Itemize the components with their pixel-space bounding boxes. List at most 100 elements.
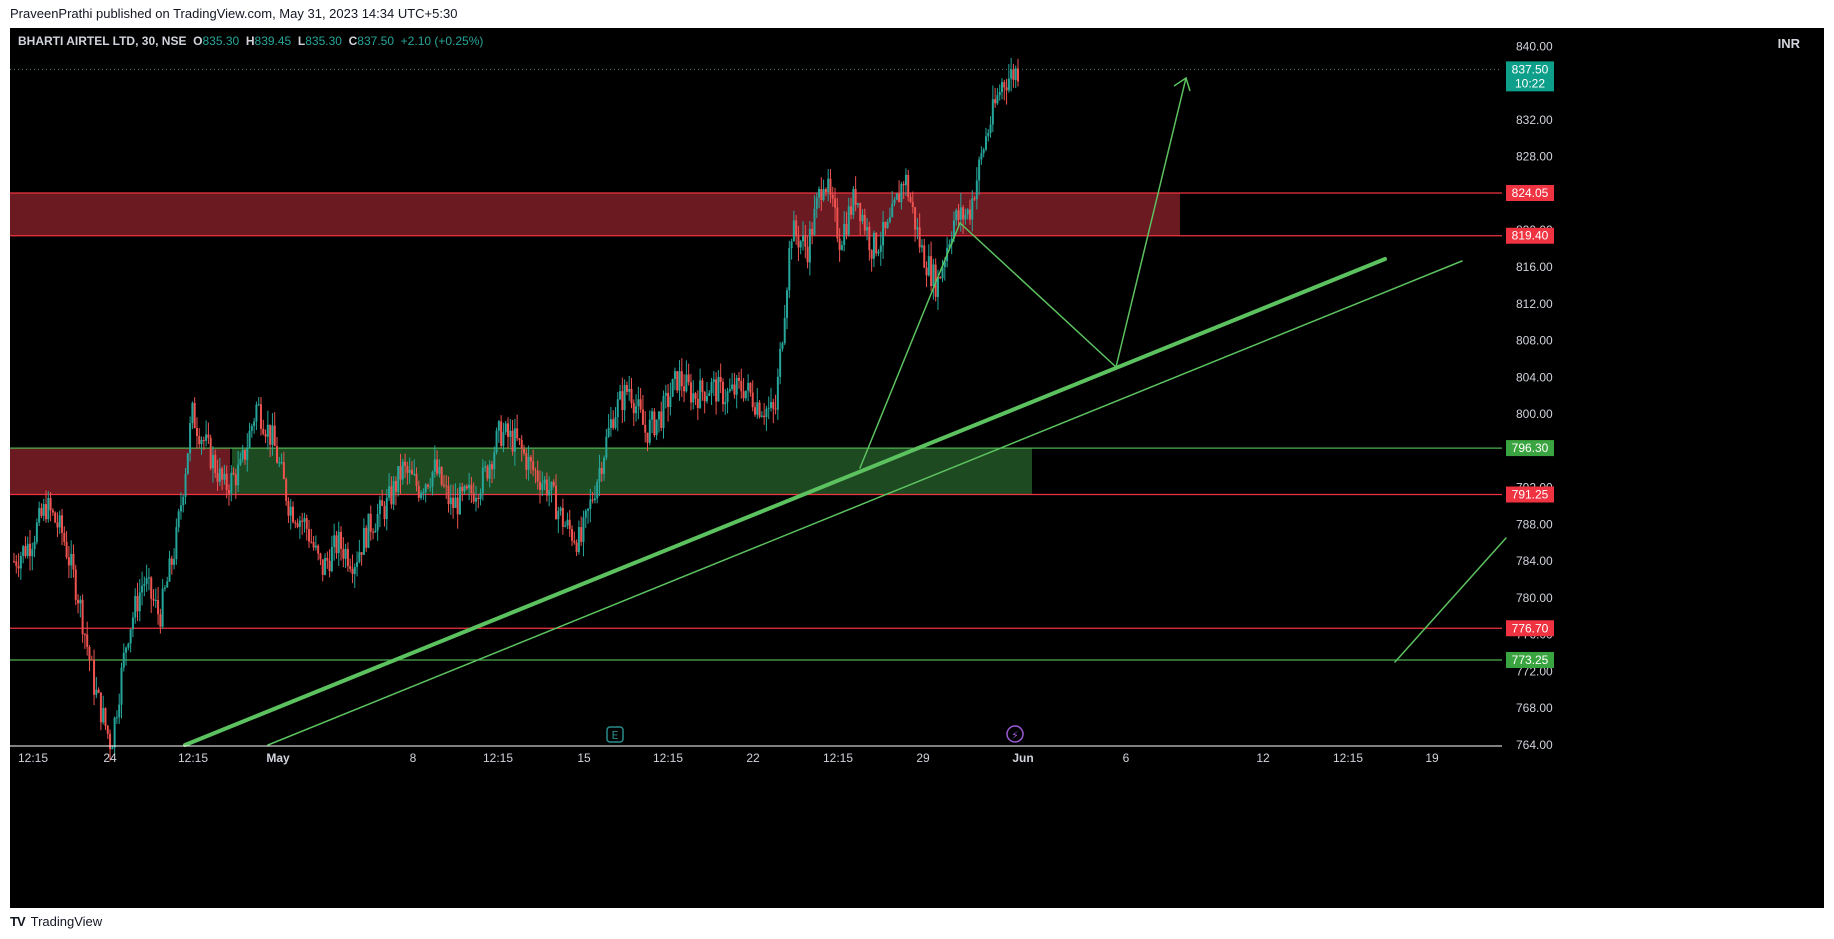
candle-body — [95, 689, 98, 695]
candle-body — [122, 652, 125, 668]
candle-body — [630, 388, 633, 404]
candle-body — [726, 391, 729, 402]
candle-body — [582, 517, 585, 542]
candle-body — [603, 457, 606, 474]
candle-body — [651, 411, 654, 420]
candle-body — [1014, 68, 1017, 80]
candle-body — [360, 552, 363, 555]
candle-body — [211, 454, 214, 469]
candle-body — [218, 468, 221, 482]
candle-body — [90, 659, 93, 661]
candle-body — [458, 486, 461, 515]
candle-body — [410, 469, 413, 475]
candle-body — [136, 595, 139, 612]
candle-body — [744, 390, 747, 399]
candle-body — [904, 174, 907, 186]
candle-body — [38, 508, 41, 523]
candle-body — [433, 459, 436, 472]
candle-body — [202, 439, 205, 441]
candle-body — [230, 472, 233, 494]
price-tag-label: 791.25 — [1512, 488, 1549, 502]
y-tick-label: 840.00 — [1516, 39, 1553, 53]
candle-body — [415, 473, 418, 486]
candle-body — [381, 500, 384, 506]
candle-body — [786, 290, 789, 318]
candle-body — [335, 535, 338, 554]
candle-body — [134, 595, 137, 618]
candle-body — [189, 423, 192, 454]
candle-body — [488, 464, 491, 479]
candle-body — [838, 238, 841, 250]
candle-body — [42, 504, 45, 516]
candle-body — [895, 193, 898, 200]
candle-body — [772, 402, 775, 409]
candle-body — [388, 486, 391, 498]
candle-body — [973, 198, 976, 200]
candle-body — [106, 725, 109, 734]
candle-body — [669, 396, 672, 407]
candle-body — [120, 667, 123, 705]
candle-body — [493, 452, 496, 470]
legend-open-label: O — [193, 34, 203, 48]
candle-body — [523, 449, 526, 454]
price-tag-label: 796.30 — [1512, 441, 1549, 455]
candle-body — [767, 407, 770, 409]
x-tick-label: 22 — [746, 751, 760, 765]
candle-body — [406, 466, 409, 473]
candle-body — [22, 546, 25, 556]
candle-body — [868, 226, 871, 251]
candle-body — [996, 95, 999, 104]
candle-body — [1017, 68, 1019, 82]
candle-body — [72, 553, 75, 570]
candle-body — [740, 380, 743, 392]
candle-body — [708, 393, 711, 396]
candle-body — [385, 497, 388, 520]
candle-body — [214, 454, 217, 474]
y-tick-label: 788.00 — [1516, 517, 1553, 531]
candle-body — [984, 136, 987, 150]
candle-body — [751, 392, 754, 408]
candle-body — [330, 547, 333, 572]
y-tick-label: 800.00 — [1516, 407, 1553, 421]
price-chart[interactable]: 764.00768.00772.00776.00780.00784.00788.… — [10, 28, 1824, 908]
candle-body — [356, 562, 359, 567]
candle-body — [367, 513, 370, 548]
candle-body — [646, 432, 649, 443]
candle-body — [596, 481, 599, 499]
earnings-badge — [606, 726, 624, 743]
candle-body — [760, 415, 763, 417]
candle-body — [968, 209, 971, 220]
candle-body — [77, 599, 80, 604]
candle-body — [962, 207, 965, 220]
candle-body — [639, 399, 642, 410]
candle-body — [452, 497, 455, 508]
candle-body — [392, 480, 395, 505]
candle-body — [232, 472, 235, 475]
candle-body — [280, 462, 283, 464]
candle-body — [557, 511, 560, 520]
candle-body — [792, 220, 795, 242]
candle-body — [166, 581, 169, 588]
candle-body — [163, 587, 166, 589]
candle-body — [506, 423, 509, 437]
candle-body — [676, 371, 679, 391]
candle-body — [971, 198, 974, 220]
candle-body — [65, 541, 68, 558]
candle-body — [978, 159, 981, 181]
candle-body — [614, 417, 617, 428]
candle-body — [74, 569, 77, 600]
y-tick-label: 804.00 — [1516, 370, 1553, 384]
chart-frame[interactable]: BHARTI AIRTEL LTD, 30, NSE O835.30 H839.… — [10, 28, 1824, 908]
candle-body — [573, 540, 576, 543]
x-tick-label: 12:15 — [653, 751, 683, 765]
candle-body — [205, 434, 208, 441]
candle-body — [127, 643, 130, 648]
candle-body — [856, 203, 859, 205]
candle-body — [845, 223, 848, 235]
x-tick-label: 6 — [1123, 751, 1130, 765]
candle-body — [1000, 82, 1003, 93]
candle-body — [250, 426, 253, 431]
zone-supply — [10, 448, 230, 495]
candle-body — [863, 214, 866, 231]
candle-body — [909, 197, 912, 203]
